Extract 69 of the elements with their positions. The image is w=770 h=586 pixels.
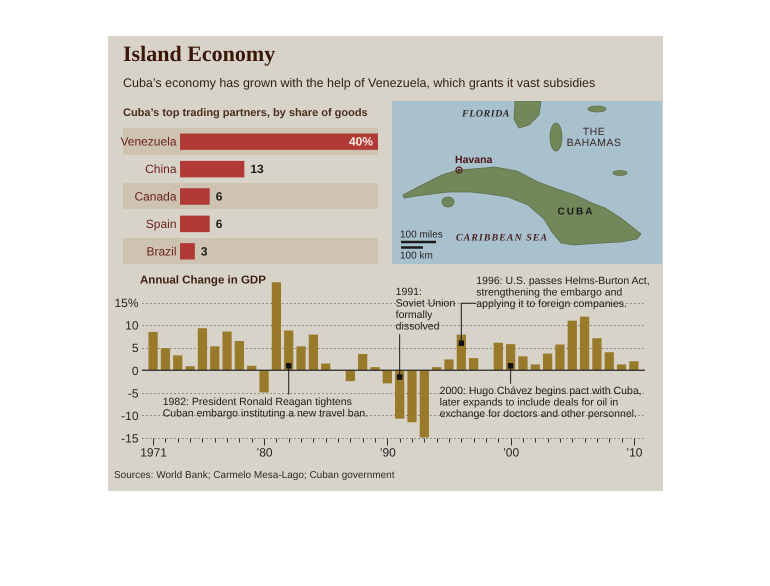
x-tick-label: 1971 bbox=[140, 446, 168, 460]
text: 100 km bbox=[400, 250, 433, 262]
bar bbox=[542, 354, 552, 370]
data-label: 6 bbox=[216, 216, 223, 231]
text: CUBA bbox=[558, 206, 594, 218]
y-tick-label: 0 bbox=[132, 364, 139, 378]
bar bbox=[198, 328, 208, 370]
bar bbox=[234, 340, 244, 370]
bar bbox=[222, 331, 232, 370]
data-label: 13 bbox=[250, 162, 264, 176]
y-tick-label: -5 bbox=[128, 386, 139, 400]
annotation: 2000: Hugo Chávez begins pact with Cuba, later expands to include deals for oil in exchange for doctors and other personnel. bbox=[440, 384, 642, 420]
annotation: 1991: Soviet Union formally dissolved bbox=[396, 286, 456, 333]
bar bbox=[555, 344, 565, 370]
bar bbox=[420, 370, 429, 438]
text: THE BAHAMAS bbox=[566, 126, 622, 149]
text: CARIBBEAN SEA bbox=[456, 232, 548, 244]
bar bbox=[568, 320, 577, 370]
text: FLORIDA bbox=[462, 108, 510, 120]
bar bbox=[382, 370, 392, 384]
x-tick-label: ’00 bbox=[503, 446, 520, 460]
bar bbox=[444, 359, 454, 370]
chart-title: Annual Change in GDP bbox=[140, 274, 266, 287]
data-label: 3 bbox=[200, 244, 208, 258]
bar bbox=[180, 188, 210, 205]
bar bbox=[180, 216, 210, 232]
y-tick-label: -15 bbox=[121, 432, 139, 446]
bar bbox=[148, 332, 158, 370]
bar bbox=[210, 346, 220, 370]
text: Havana bbox=[455, 154, 492, 166]
bar bbox=[308, 334, 318, 370]
source-note: Sources: World Bank; Carmelo Mesa-Lago; Cuban government bbox=[114, 470, 395, 481]
y-tick-label: 5 bbox=[132, 341, 139, 356]
bar bbox=[518, 356, 528, 370]
y-tick-label: 15% bbox=[114, 296, 139, 310]
bar bbox=[407, 370, 417, 422]
bar bbox=[284, 330, 294, 370]
y-tick-label: 10 bbox=[125, 318, 139, 333]
text: Island Economy bbox=[123, 40, 276, 68]
y-tick-label: Venezuela bbox=[120, 134, 177, 149]
bar bbox=[358, 354, 368, 370]
bar bbox=[173, 355, 182, 370]
bar bbox=[592, 338, 602, 370]
bar bbox=[296, 346, 306, 370]
text: 100 miles bbox=[400, 230, 443, 240]
data-label: 40% bbox=[348, 134, 374, 149]
bar bbox=[160, 348, 170, 370]
y-tick-label: -10 bbox=[121, 408, 139, 423]
bar bbox=[346, 370, 355, 382]
x-tick-label: ’80 bbox=[256, 446, 273, 460]
bar bbox=[494, 342, 503, 370]
y-tick-label: Brazil bbox=[146, 244, 176, 258]
y-tick-label: China bbox=[145, 162, 177, 176]
bar bbox=[180, 243, 195, 260]
annotation: 1982: President Ronald Reagan tightens Cuban embargo instituting a new travel ban. bbox=[162, 396, 368, 420]
annotation: 1996: U.S. passes Helms-Burton Act, strengthening the embargo and applying it to foreign companies. bbox=[476, 275, 650, 310]
chart-title: Cuba’s top trading partners, by share of goods bbox=[123, 107, 368, 119]
bar bbox=[469, 358, 478, 370]
bar bbox=[604, 352, 614, 370]
y-tick-label: Canada bbox=[134, 190, 177, 204]
x-tick-label: ’90 bbox=[380, 446, 396, 460]
bar bbox=[259, 370, 269, 392]
bar bbox=[272, 282, 282, 370]
data-label: 6 bbox=[216, 190, 223, 204]
bar bbox=[580, 316, 590, 370]
text: Cuba’s economy has grown with the help of Venezuela, which grants it vast subsidies bbox=[123, 75, 596, 91]
y-tick-label: Spain bbox=[146, 216, 176, 231]
x-tick-label: ’10 bbox=[626, 446, 643, 460]
bar bbox=[180, 160, 244, 178]
